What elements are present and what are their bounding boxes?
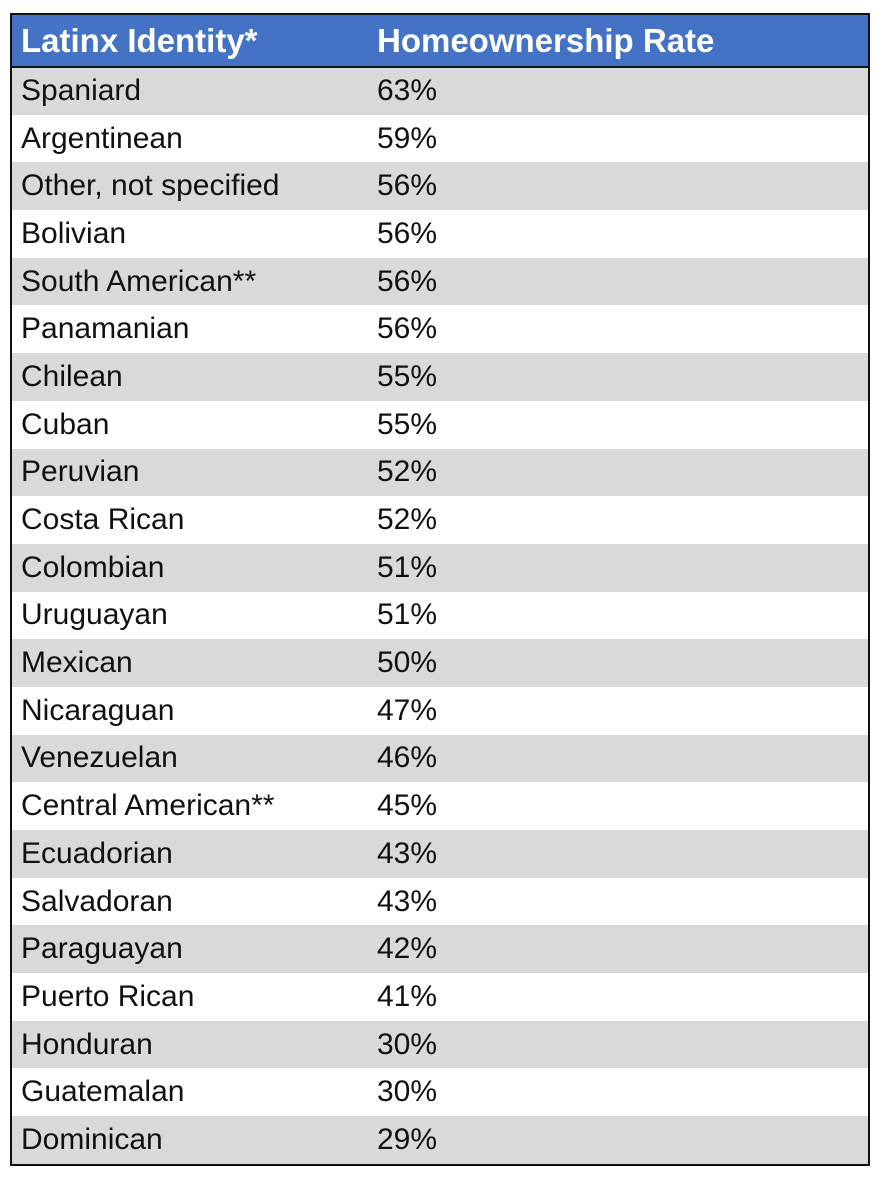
identity-cell: Argentinean [21, 121, 183, 155]
rate-cell: 63% [377, 74, 438, 108]
table-body: Spaniard 63% Argentinean 59% Other, not spec… [12, 67, 868, 1164]
identity-cell: Chilean [21, 359, 123, 393]
table-row: Argentinean 59% [12, 114, 868, 163]
table-row: Honduran 30% [12, 1020, 868, 1069]
rate-cell: 51% [377, 598, 438, 632]
table-row: Other, not specified 56% [12, 162, 868, 211]
rate-cell: 56% [377, 312, 438, 346]
rate-cell: 56% [377, 264, 438, 298]
rate-cell: 56% [377, 169, 438, 203]
table-row: Colombian 51% [12, 543, 868, 592]
identity-cell: Mexican [21, 646, 133, 680]
table-row: Venezuelan 46% [12, 734, 868, 783]
rate-cell: 45% [377, 789, 438, 823]
identity-cell: Uruguayan [21, 598, 168, 632]
identity-cell: Cuban [21, 407, 110, 441]
rate-cell: 30% [377, 1075, 438, 1109]
identity-cell: Other, not specified [21, 169, 280, 203]
rate-cell: 47% [377, 693, 438, 727]
table-row: Spaniard 63% [12, 67, 868, 115]
table-row: Costa Rican 52% [12, 496, 868, 544]
identity-cell: Peruvian [21, 455, 140, 489]
rate-cell: 56% [377, 216, 438, 250]
identity-cell: Nicaraguan [21, 693, 175, 727]
column-header-rate: Homeownership Rate [367, 15, 868, 68]
rate-cell: 51% [377, 550, 438, 584]
rate-cell: 50% [377, 646, 438, 680]
table-row: Salvadoran 43% [12, 877, 868, 926]
table-row: Puerto Rican 41% [12, 973, 868, 1021]
table-row: Central American** 45% [12, 782, 868, 830]
table-row: Guatemalan 30% [12, 1068, 868, 1117]
identity-cell: Venezuelan [21, 741, 178, 775]
rate-cell: 29% [377, 1122, 438, 1156]
column-header-identity: Latinx Identity* [12, 15, 367, 68]
identity-cell: Guatemalan [21, 1075, 185, 1109]
rate-cell: 55% [377, 359, 438, 393]
table-row: Dominican 29% [12, 1116, 868, 1164]
table-row: Panamanian 56% [12, 305, 868, 354]
identity-cell: Dominican [21, 1122, 163, 1156]
identity-cell: Puerto Rican [21, 979, 195, 1013]
rate-cell: 55% [377, 407, 438, 441]
identity-cell: Central American** [21, 789, 275, 823]
rate-cell: 43% [377, 836, 438, 870]
rate-cell: 59% [377, 121, 438, 155]
identity-cell: Ecuadorian [21, 836, 173, 870]
identity-cell: Salvadoran [21, 884, 173, 918]
rate-cell: 52% [377, 503, 438, 537]
table-row: Mexican 50% [12, 639, 868, 687]
rate-cell: 42% [377, 932, 438, 966]
table-row: Nicaraguan 47% [12, 686, 868, 735]
rate-cell: 43% [377, 884, 438, 918]
table-row: Ecuadorian 43% [12, 830, 868, 878]
table-header: Latinx Identity* Homeownership Rate [12, 15, 868, 68]
identity-cell: Spaniard [21, 74, 142, 108]
homeownership-table-container: Latinx Identity* Homeownership Rate Span… [10, 13, 870, 1166]
identity-cell: Bolivian [21, 216, 127, 250]
header-row: Latinx Identity* Homeownership Rate [12, 15, 868, 68]
identity-cell: South American** [21, 264, 257, 298]
rate-cell: 41% [377, 979, 438, 1013]
rate-cell: 30% [377, 1027, 438, 1061]
identity-cell: Honduran [21, 1027, 153, 1061]
table-row: Paraguayan 42% [12, 925, 868, 974]
table-row: Chilean 55% [12, 353, 868, 401]
table-row: Cuban 55% [12, 400, 868, 449]
table-row: Bolivian 56% [12, 210, 868, 258]
table-row: Peruvian 52% [12, 448, 868, 497]
homeownership-table: Latinx Identity* Homeownership Rate Span… [12, 15, 868, 1164]
identity-cell: Paraguayan [21, 932, 183, 966]
identity-cell: Costa Rican [21, 503, 185, 537]
table-row: Uruguayan 51% [12, 591, 868, 640]
table-row: South American** 56% [12, 257, 868, 306]
identity-cell: Colombian [21, 550, 165, 584]
rate-cell: 46% [377, 741, 438, 775]
rate-cell: 52% [377, 455, 438, 489]
identity-cell: Panamanian [21, 312, 190, 346]
